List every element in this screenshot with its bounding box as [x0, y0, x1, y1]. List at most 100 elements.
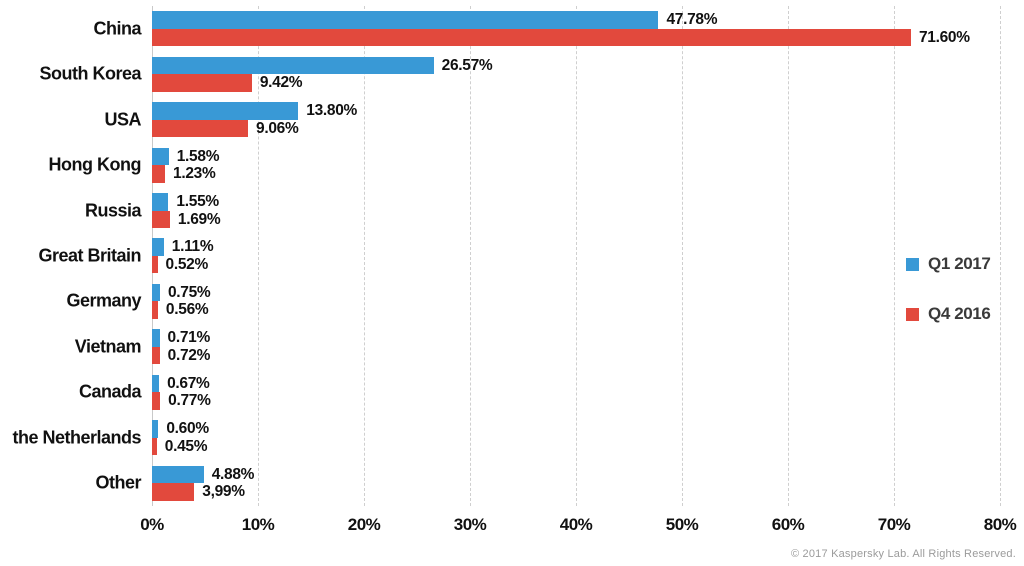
gridline — [576, 6, 577, 506]
bar-line: 0.60% — [152, 420, 1000, 438]
bar-line: 1.55% — [152, 193, 1000, 211]
bar — [152, 283, 160, 302]
value-label: 26.57% — [441, 56, 493, 74]
bar-line: 71.60% — [152, 28, 1000, 47]
bar-line: 3,99% — [152, 483, 1000, 501]
value-label: 1.23% — [173, 165, 216, 183]
value-label: 0.52% — [165, 255, 209, 273]
bar-line: 0.67% — [152, 374, 1000, 393]
bar-line: 0.45% — [152, 437, 1000, 456]
bar-line: 9.42% — [152, 74, 1000, 92]
gridline — [364, 6, 365, 506]
x-axis-tick-label: 60% — [771, 515, 805, 534]
legend-label: Q4 2016 — [928, 304, 991, 323]
gridline — [1000, 6, 1001, 506]
value-label: 0.77% — [168, 392, 211, 410]
bar-line: 1.23% — [152, 165, 1000, 183]
value-label: 1.58% — [176, 147, 220, 165]
category-row: USA 13.80% 9.06% — [104, 97, 1000, 142]
value-label: 47.78% — [666, 11, 718, 29]
bar-line: 0.75% — [152, 283, 1000, 302]
category-row: China 47.78% 71.60% — [93, 6, 1000, 51]
gridline — [894, 6, 895, 506]
value-label: 1.55% — [176, 193, 219, 211]
x-axis-tick-label: 70% — [877, 515, 911, 534]
category-row: Other 4.88% 3,99% — [95, 461, 1000, 506]
bar — [152, 392, 161, 410]
bar — [152, 301, 158, 319]
value-label: 0.72% — [167, 346, 211, 364]
x-axis-tick-label: 10% — [241, 515, 275, 534]
bar-line: 0.71% — [152, 329, 1000, 347]
category-row: South Korea 26.57% 9.42% — [39, 51, 1000, 96]
value-label: 13.80% — [306, 102, 358, 120]
bar — [152, 465, 204, 484]
legend-label: Q1 2017 — [928, 254, 991, 273]
value-label: 0.56% — [165, 301, 209, 319]
category-row: the Netherlands 0.60% 0.45% — [12, 415, 1000, 460]
bar — [152, 238, 164, 256]
x-axis-tick-label: 20% — [347, 515, 381, 534]
bar — [152, 28, 911, 47]
bar-line: 47.78% — [152, 11, 1000, 29]
bar-line: 13.80% — [152, 102, 1000, 120]
category-row: Great Britain 1.11% 0.52% — [38, 233, 1000, 278]
bar — [152, 346, 160, 365]
value-label: 71.60% — [918, 28, 970, 46]
legend-swatch — [906, 307, 919, 321]
category-label: USA — [104, 109, 141, 130]
bar-rows: China 47.78% 71.60% South Korea 26.57% 9.42% U… — [12, 6, 1000, 506]
category-label: Germany — [66, 290, 141, 311]
bar-line: 0.56% — [152, 301, 1000, 319]
bar-line: 1.58% — [152, 147, 1000, 166]
value-label: 4.88% — [211, 465, 255, 483]
bar — [152, 374, 160, 393]
value-label: 9.06% — [256, 119, 299, 137]
bar — [152, 165, 166, 183]
bar — [152, 437, 157, 456]
value-label: 0.71% — [167, 329, 211, 347]
category-row: Russia 1.55% 1.69% — [85, 188, 1000, 233]
legend-item: Q1 2017 — [906, 253, 991, 275]
bar — [152, 483, 195, 501]
gridline — [258, 6, 259, 506]
category-label: South Korea — [39, 63, 141, 84]
x-axis-tick-label: 40% — [559, 515, 593, 534]
category-row: Vietnam 0.71% 0.72% — [75, 324, 1000, 369]
value-label: 3,99% — [202, 483, 245, 501]
category-label: Other — [95, 472, 141, 493]
bar-line: 0.77% — [152, 392, 1000, 410]
category-label: Canada — [78, 381, 142, 402]
bar — [152, 329, 160, 347]
gridline — [470, 6, 471, 506]
x-axis-tick-label: 0% — [140, 515, 164, 534]
category-row: Germany 0.75% 0.56% — [66, 279, 1000, 324]
gridline — [682, 6, 683, 506]
bar — [152, 119, 249, 138]
bar — [152, 420, 159, 438]
bar — [152, 193, 169, 211]
value-label: 1.11% — [171, 238, 214, 256]
bar — [152, 147, 169, 166]
category-label: Vietnam — [74, 336, 142, 357]
category-label: the Netherlands — [12, 427, 141, 448]
x-axis-tick-label: 30% — [453, 515, 487, 534]
value-label: 9.42% — [259, 74, 303, 92]
bar-line: 1.11% — [152, 238, 1000, 256]
copyright-text: © 2017 Kaspersky Lab. All Rights Reserve… — [790, 548, 1016, 560]
category-label: Great Britain — [38, 245, 141, 266]
x-axis-tick-label: 80% — [983, 515, 1017, 534]
category-label: China — [93, 18, 141, 39]
bar — [152, 74, 252, 92]
category-row: Hong Kong 1.58% 1.23% — [49, 142, 1000, 187]
legend-item: Q4 2016 — [906, 303, 991, 325]
value-label: 0.75% — [167, 283, 211, 301]
value-label: 0.45% — [164, 437, 208, 455]
bar-line: 1.69% — [152, 210, 1000, 229]
value-label: 0.67% — [167, 374, 210, 392]
bar — [152, 11, 659, 29]
bar-line: 0.52% — [152, 255, 1000, 274]
category-label: Hong Kong — [48, 154, 142, 175]
legend-swatch — [906, 257, 919, 271]
